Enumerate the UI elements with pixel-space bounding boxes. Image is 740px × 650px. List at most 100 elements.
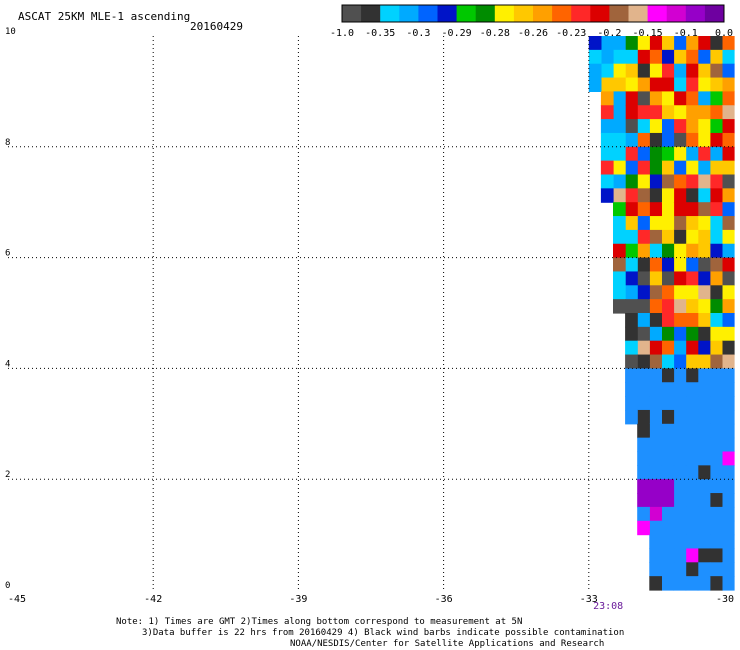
heatmap-cell [697,493,711,508]
heatmap-cell [613,146,626,162]
heatmap-cell [697,520,711,536]
y-tick-label: 4 [5,359,10,369]
heatmap-cell [637,105,650,120]
colorbar-swatch [609,5,629,22]
heatmap-cell [673,520,687,536]
heatmap-cell [697,451,711,466]
heatmap-cell [649,271,662,286]
heatmap-cell [709,36,723,51]
heatmap-cell [685,188,699,203]
heatmap-cell [637,423,650,439]
heatmap-cell [613,49,626,65]
heatmap-cell [697,243,711,259]
colorbar-tick-label: -1.0 [330,28,354,39]
heatmap-cell [661,437,675,453]
heatmap-cell [685,562,699,577]
heatmap-cell [637,63,650,79]
heatmap-cell [721,174,735,189]
heatmap-cell [625,285,638,300]
heatmap-cell [637,313,650,328]
chart-date: 20160429 [190,20,243,33]
heatmap-cell [661,520,675,536]
heatmap-cell [661,160,675,176]
heatmap-cell [673,548,687,563]
heatmap-cell [600,132,614,148]
heatmap-cell [685,257,699,273]
swath-cells [588,36,735,591]
heatmap-cell [721,105,735,120]
heatmap-cell [709,520,723,536]
heatmap-cell [625,174,638,189]
y-tick-label: 0 [5,581,10,591]
colorbar-tick-label: -0.2 [597,28,621,39]
heatmap-cell [637,271,650,286]
heatmap-cell [721,257,735,273]
heatmap-cell [613,132,626,148]
heatmap-cell [625,202,638,217]
heatmap-cell [661,36,675,51]
footnote-line-1: Note: 1) Times are GMT 2)Times along bot… [116,617,523,627]
heatmap-cell [661,271,675,286]
heatmap-cell [697,63,711,79]
heatmap-cell [685,479,699,494]
heatmap-cell [613,160,626,176]
heatmap-cell [613,216,626,231]
heatmap-cell [661,285,675,300]
heatmap-cell [649,49,662,65]
heatmap-cell [685,368,699,383]
colorbar-tick-label: -0.1 [674,28,698,39]
colorbar-tick-label: -0.15 [633,28,663,39]
heatmap-cell [625,257,638,273]
heatmap-cell [673,465,687,480]
heatmap-cell [721,409,735,425]
heatmap-cell [637,465,650,480]
heatmap-cell [721,479,735,494]
heatmap-cell [613,105,626,120]
heatmap-cell [721,493,735,508]
heatmap-cell [661,174,675,189]
heatmap-cell [625,160,638,176]
heatmap-cell [588,63,602,79]
heatmap-cell [661,77,675,92]
heatmap-cell [709,409,723,425]
heatmap-cell [637,396,650,411]
heatmap-cell [697,465,711,480]
heatmap-cell [649,493,662,508]
time-annotation: 23:08 [593,601,623,612]
heatmap-cell [600,77,614,92]
heatmap-cell [721,382,735,397]
heatmap-cell [721,91,735,106]
colorbar: -1.0 -0.35 -0.3 -0.29 -0.28 -0.26 -0.23 -0.2 -0.… [330,4,733,39]
heatmap-cell [697,257,711,273]
heatmap-cell [685,465,699,480]
y-tick-label: 2 [5,470,10,480]
heatmap-cell [673,409,687,425]
heatmap-cell [685,77,699,92]
heatmap-cell [685,63,699,79]
heatmap-cell [685,160,699,176]
heatmap-cell [673,285,687,300]
heatmap-cell [613,257,626,273]
heatmap-cell [685,340,699,356]
heatmap-cell [721,313,735,328]
heatmap-cell [613,174,626,189]
heatmap-cell [649,132,662,148]
heatmap-cell [685,49,699,65]
heatmap-cell [600,119,614,134]
heatmap-cell [709,160,723,176]
heatmap-cell [709,216,723,231]
heatmap-cell [613,63,626,79]
y-tick-label: 10 [5,27,16,37]
heatmap-cell [685,229,699,245]
heatmap-cell [649,174,662,189]
heatmap-cell [709,202,723,217]
heatmap-cell [637,174,650,189]
heatmap-cell [661,534,675,550]
heatmap-cell [673,188,687,203]
heatmap-cell [673,216,687,231]
heatmap-cell [625,77,638,92]
heatmap-cell [613,299,626,314]
heatmap-cell [709,119,723,134]
heatmap-cell [721,548,735,563]
